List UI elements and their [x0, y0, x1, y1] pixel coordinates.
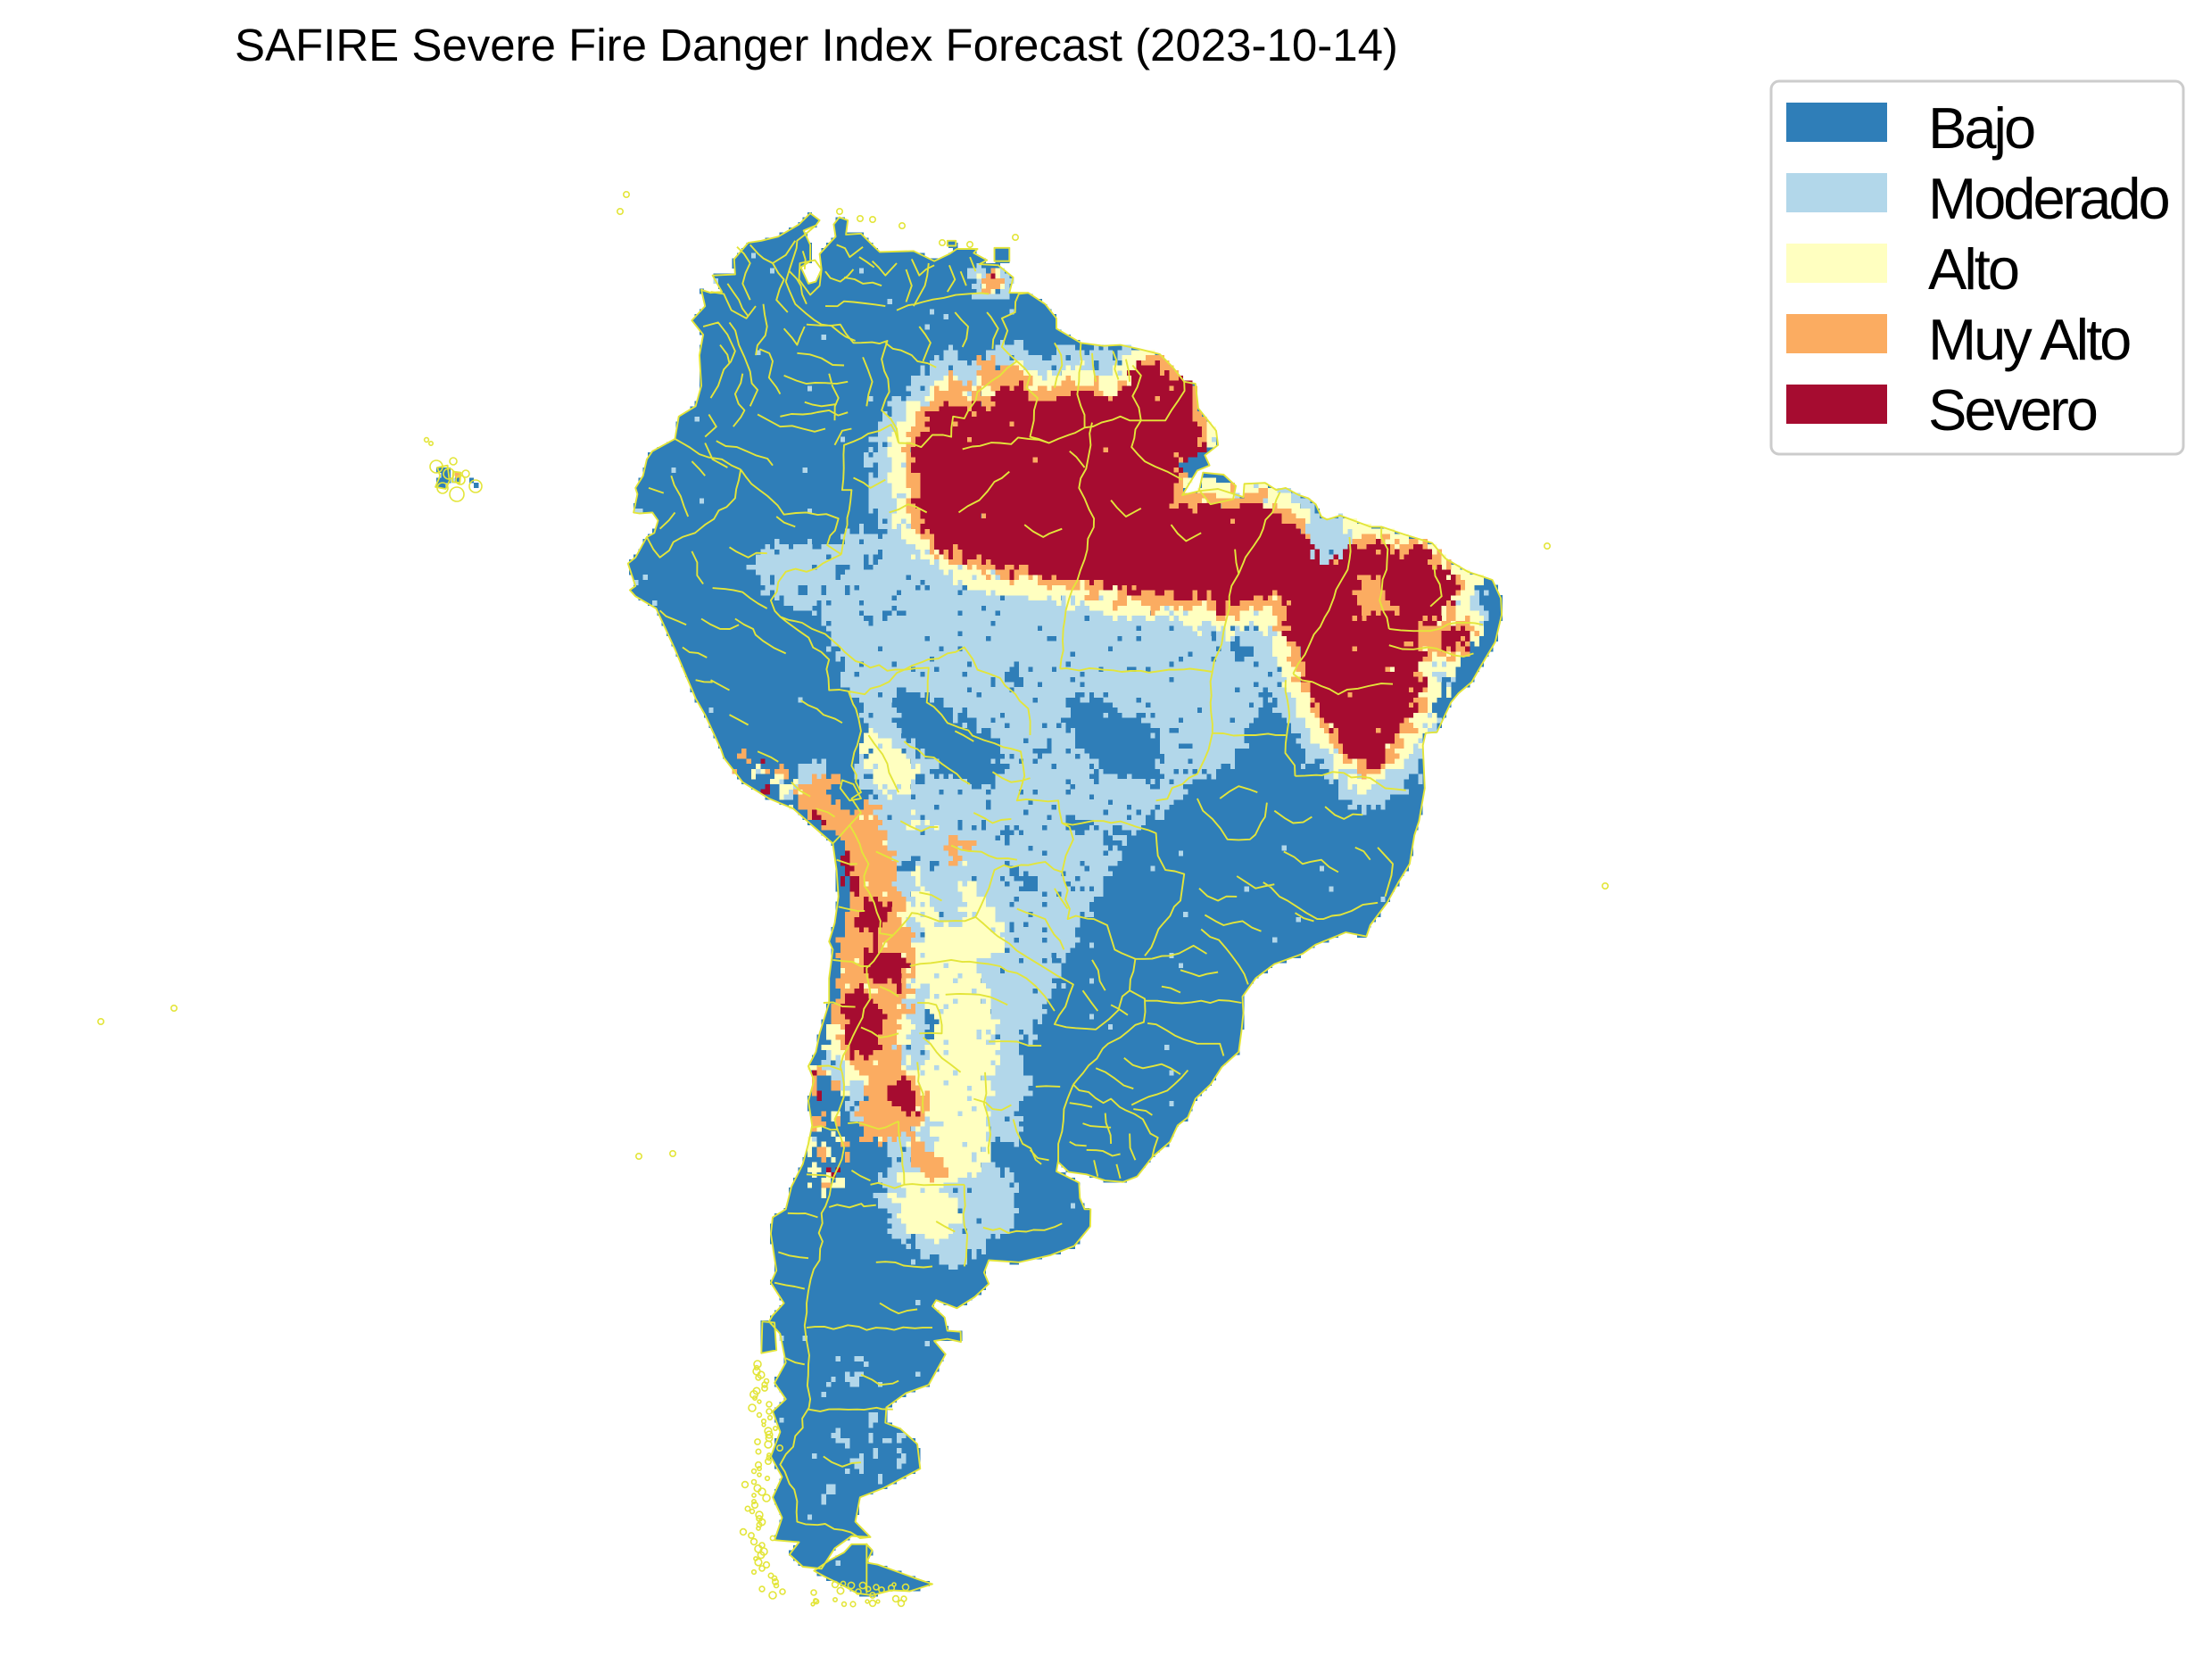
svg-text:Severo: Severo — [1928, 377, 2097, 443]
svg-text:Alto: Alto — [1928, 236, 2018, 302]
svg-text:SAFIRE Severe Fire Danger Inde: SAFIRE Severe Fire Danger Index Forecast… — [235, 20, 1398, 70]
svg-text:Moderado: Moderado — [1928, 166, 2169, 231]
svg-text:Bajo: Bajo — [1928, 95, 2034, 161]
svg-text:Muy Alto: Muy Alto — [1928, 307, 2130, 372]
